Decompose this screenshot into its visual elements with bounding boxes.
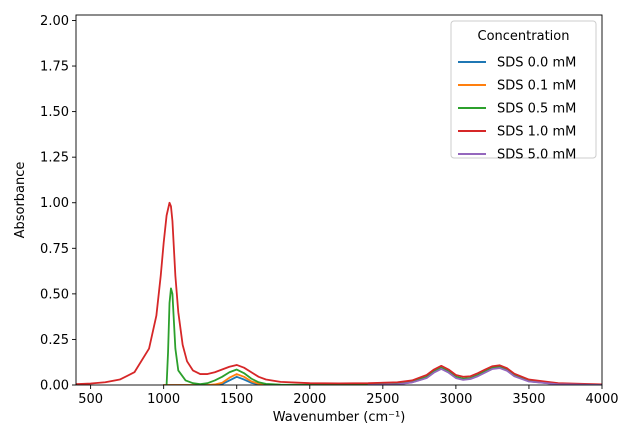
legend: Concentration SDS 0.0 mM SDS 0.1 mM SDS 0.5…: [450, 20, 597, 163]
y-tick-label-6: 1.50: [40, 105, 69, 120]
legend-label-3: SDS 1.0 mM: [497, 125, 576, 140]
series-line-4: [367, 367, 602, 385]
series-line-3: [76, 201, 602, 385]
y-tick-label-3: 0.75: [40, 242, 69, 257]
x-tick-label-0: 500: [78, 392, 103, 407]
y-tick-label-0: 0.00: [40, 379, 69, 394]
y-tick-label-7: 1.75: [40, 60, 69, 75]
x-tick-label-7: 4000: [585, 392, 618, 407]
x-tick-label-5: 3000: [439, 392, 472, 407]
x-tick-label-1: 1000: [147, 392, 180, 407]
x-axis-label: Wavenumber (cm⁻¹): [273, 410, 406, 425]
x-tick-label-2: 1500: [220, 392, 253, 407]
x-tick-label-6: 3500: [512, 392, 545, 407]
y-tick-label-8: 2.00: [40, 14, 69, 29]
legend-label-0: SDS 0.0 mM: [497, 56, 576, 71]
x-tick-label-4: 2500: [366, 392, 399, 407]
y-tick-label-2: 0.50: [40, 287, 69, 302]
x-tick-label-3: 2000: [293, 392, 326, 407]
y-axis-label: Absorbance: [13, 162, 28, 239]
y-tick-label-4: 1.00: [40, 196, 69, 211]
legend-label-1: SDS 0.1 mM: [497, 79, 576, 94]
y-tick-label-5: 1.25: [40, 151, 69, 166]
legend-label-2: SDS 0.5 mM: [497, 102, 576, 117]
y-tick-label-1: 0.25: [40, 333, 69, 348]
axes: 500 1000 1500 2000 2500 3000 3500 4000 0.00 0.25 0…: [40, 14, 619, 407]
legend-label-4: SDS 5.0 mM: [497, 148, 576, 163]
legend-title: Concentration: [478, 29, 570, 44]
legend-box: [450, 20, 597, 159]
plot-frame: [75, 14, 603, 386]
